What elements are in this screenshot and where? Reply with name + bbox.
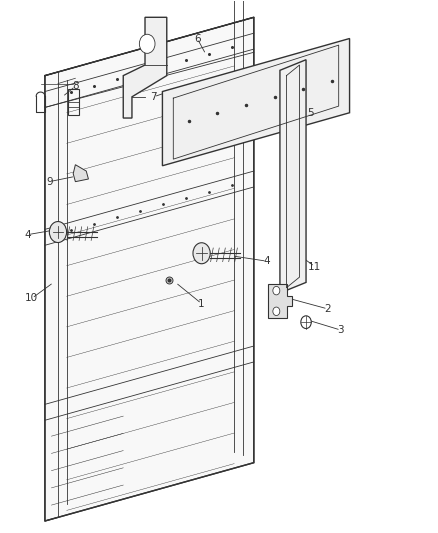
Text: 7: 7 — [150, 92, 157, 102]
Text: 8: 8 — [72, 81, 79, 91]
Polygon shape — [73, 165, 88, 182]
Text: 1: 1 — [198, 298, 205, 309]
Text: 6: 6 — [194, 34, 201, 44]
Circle shape — [273, 307, 280, 316]
Circle shape — [273, 286, 280, 295]
Polygon shape — [45, 17, 254, 521]
Circle shape — [193, 243, 210, 264]
Text: 4: 4 — [24, 230, 31, 240]
Circle shape — [49, 222, 67, 243]
Polygon shape — [123, 17, 167, 118]
Circle shape — [301, 316, 311, 328]
Circle shape — [139, 34, 155, 53]
Bar — [68, 89, 79, 115]
Text: 5: 5 — [307, 108, 314, 118]
Text: 4: 4 — [264, 256, 270, 266]
Polygon shape — [280, 60, 306, 293]
Text: 11: 11 — [308, 262, 321, 271]
Text: 9: 9 — [46, 176, 53, 187]
Text: 2: 2 — [325, 304, 331, 314]
Polygon shape — [162, 38, 350, 166]
Text: 3: 3 — [338, 325, 344, 335]
Polygon shape — [268, 284, 292, 318]
Text: 10: 10 — [25, 293, 39, 303]
